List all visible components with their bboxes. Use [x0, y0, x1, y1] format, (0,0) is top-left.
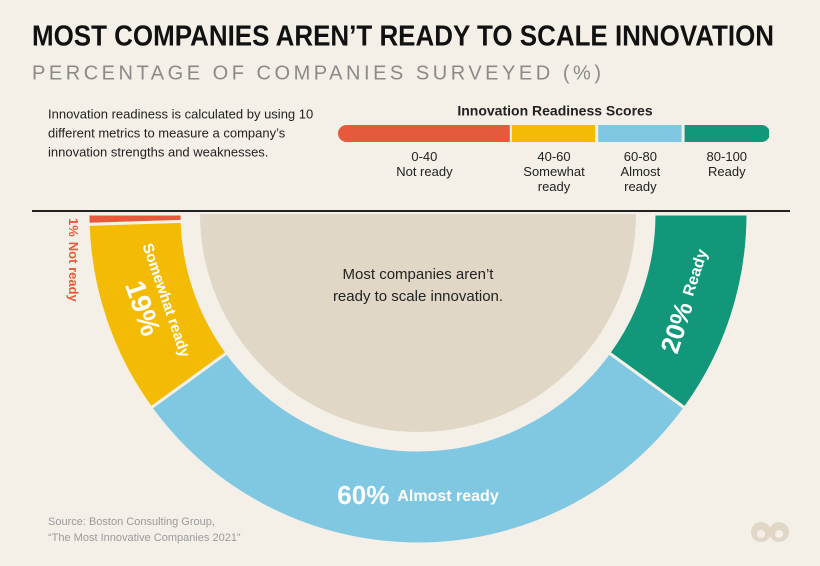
legend-label: 60-80 Almost ready [594, 149, 686, 194]
category-label: Almost ready [397, 488, 498, 505]
data-label: 60% Almost ready [337, 480, 499, 510]
value-label: 60% [337, 480, 389, 510]
legend-swatch [598, 125, 682, 142]
value-label: 1% [66, 218, 81, 237]
legend-range: 60-80 [623, 149, 658, 164]
chart-title: MOST COMPANIES AREN’T READY TO SCALE INN… [32, 21, 774, 53]
note-line: different metrics to measure a company’s [48, 125, 286, 140]
donut-segment [148, 350, 688, 546]
source-line: “The Most Innovative Companies 2021” [48, 532, 241, 544]
logo [751, 522, 789, 542]
donut-segment [606, 212, 750, 411]
center-text: Most companies aren’t [343, 266, 495, 283]
data-label: 1% Not ready [66, 218, 81, 303]
legend-range: 80-100 [706, 149, 748, 164]
legend-label: 40-60 Somewhat ready [508, 149, 600, 194]
legend-category: Almost ready [620, 164, 661, 194]
legend-swatch [684, 125, 769, 142]
legend-title: Innovation Readiness Scores [457, 103, 652, 119]
note-line: Innovation readiness is calculated by us… [48, 106, 313, 121]
note-line: innovation strengths and weaknesses. [48, 144, 268, 159]
source-line: Source: Boston Consulting Group, [48, 516, 215, 528]
center-text: ready to scale innovation. [333, 288, 503, 305]
chart-subtitle: PERCENTAGE OF COMPANIES SURVEYED (%) [32, 62, 604, 84]
legend-category: Not ready [396, 164, 453, 179]
legend-label: 80-100 Ready [681, 149, 773, 179]
category-label: Not ready [66, 242, 81, 303]
center-disc [200, 214, 636, 432]
legend-swatch [511, 125, 596, 142]
legend-range: 0-40 [411, 149, 438, 164]
legend-swatch [338, 125, 510, 142]
legend-range: 40-60 [537, 149, 571, 164]
legend-category: Ready [708, 164, 746, 179]
legend-label: 0-40 Not ready [378, 149, 470, 179]
legend-category: Somewhat ready [523, 164, 585, 194]
